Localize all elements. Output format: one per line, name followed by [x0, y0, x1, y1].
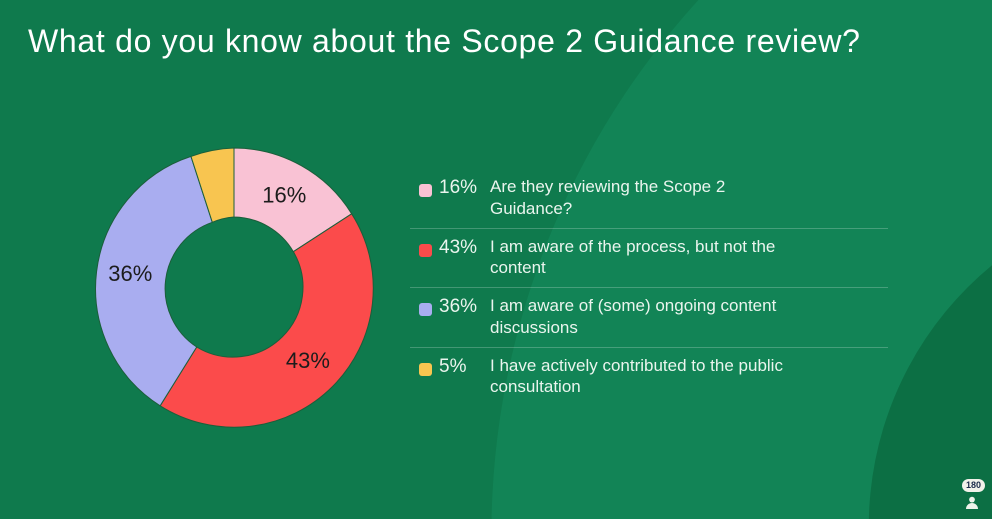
svg-text:16%: 16%	[262, 182, 306, 207]
svg-text:43%: 43%	[286, 348, 330, 373]
svg-text:36%: 36%	[108, 261, 152, 286]
